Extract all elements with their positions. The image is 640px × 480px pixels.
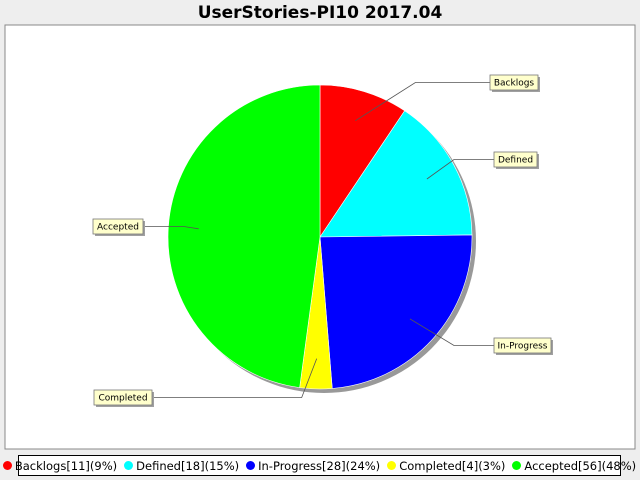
callout-box [493,337,552,354]
legend-label: In-Progress[28](24%) [258,458,381,473]
callout-line [409,318,494,346]
callout-box [92,218,144,235]
callout-label: Completed [98,394,147,404]
legend-swatch [124,461,134,470]
legend-swatch [387,461,397,470]
callout-in-progress: In-Progress [409,318,553,355]
legend-item-completed: Completed[4](3%) [387,459,505,473]
pie-slice-backlogs[interactable] [319,84,406,238]
legend-label: Defined[18](15%) [136,458,240,473]
legend-label: Accepted[56](48%) [524,458,637,473]
legend-swatch [2,461,12,470]
legend-item-defined: Defined[18](15%) [124,459,239,473]
callout-box [93,389,153,406]
callout-label: Backlogs [494,79,535,89]
callout-defined: Defined [426,151,539,180]
pie-slice-defined[interactable] [319,110,473,238]
legend-label: Completed[4](3%) [399,458,506,473]
legend: Backlogs[11](9%) Defined[18](15%) In-Progr… [2,455,636,476]
callout-line [143,226,199,230]
callout-label: Defined [498,156,533,166]
callout-label: Accepted [97,223,139,233]
callout-line [426,159,494,180]
pie-slice-in-progress[interactable] [319,234,473,389]
legend-item-backlogs: Backlogs[11](9%) [2,458,118,473]
callout-line [355,82,490,122]
chart-title: UserStories-PI10 2017.04 [197,3,443,23]
legend-label: Backlogs[11](9%) [14,458,118,473]
callout-accepted: Accepted [92,218,199,236]
callout-box [489,74,539,91]
legend-swatch [246,461,256,470]
pie-chart: Backlogs Defined In-Progress Completed Accep… [4,24,636,450]
legend-swatch [512,461,522,470]
legend-item-accepted: Accepted[56](48%) [512,459,636,473]
callout-line [152,358,318,398]
callout-box [493,151,538,168]
callout-completed: Completed [93,358,318,407]
legend-item-in-progress: In-Progress[28](24%) [246,459,380,473]
callout-label: In-Progress [497,342,547,352]
callout-backlogs: Backlogs [355,74,540,122]
